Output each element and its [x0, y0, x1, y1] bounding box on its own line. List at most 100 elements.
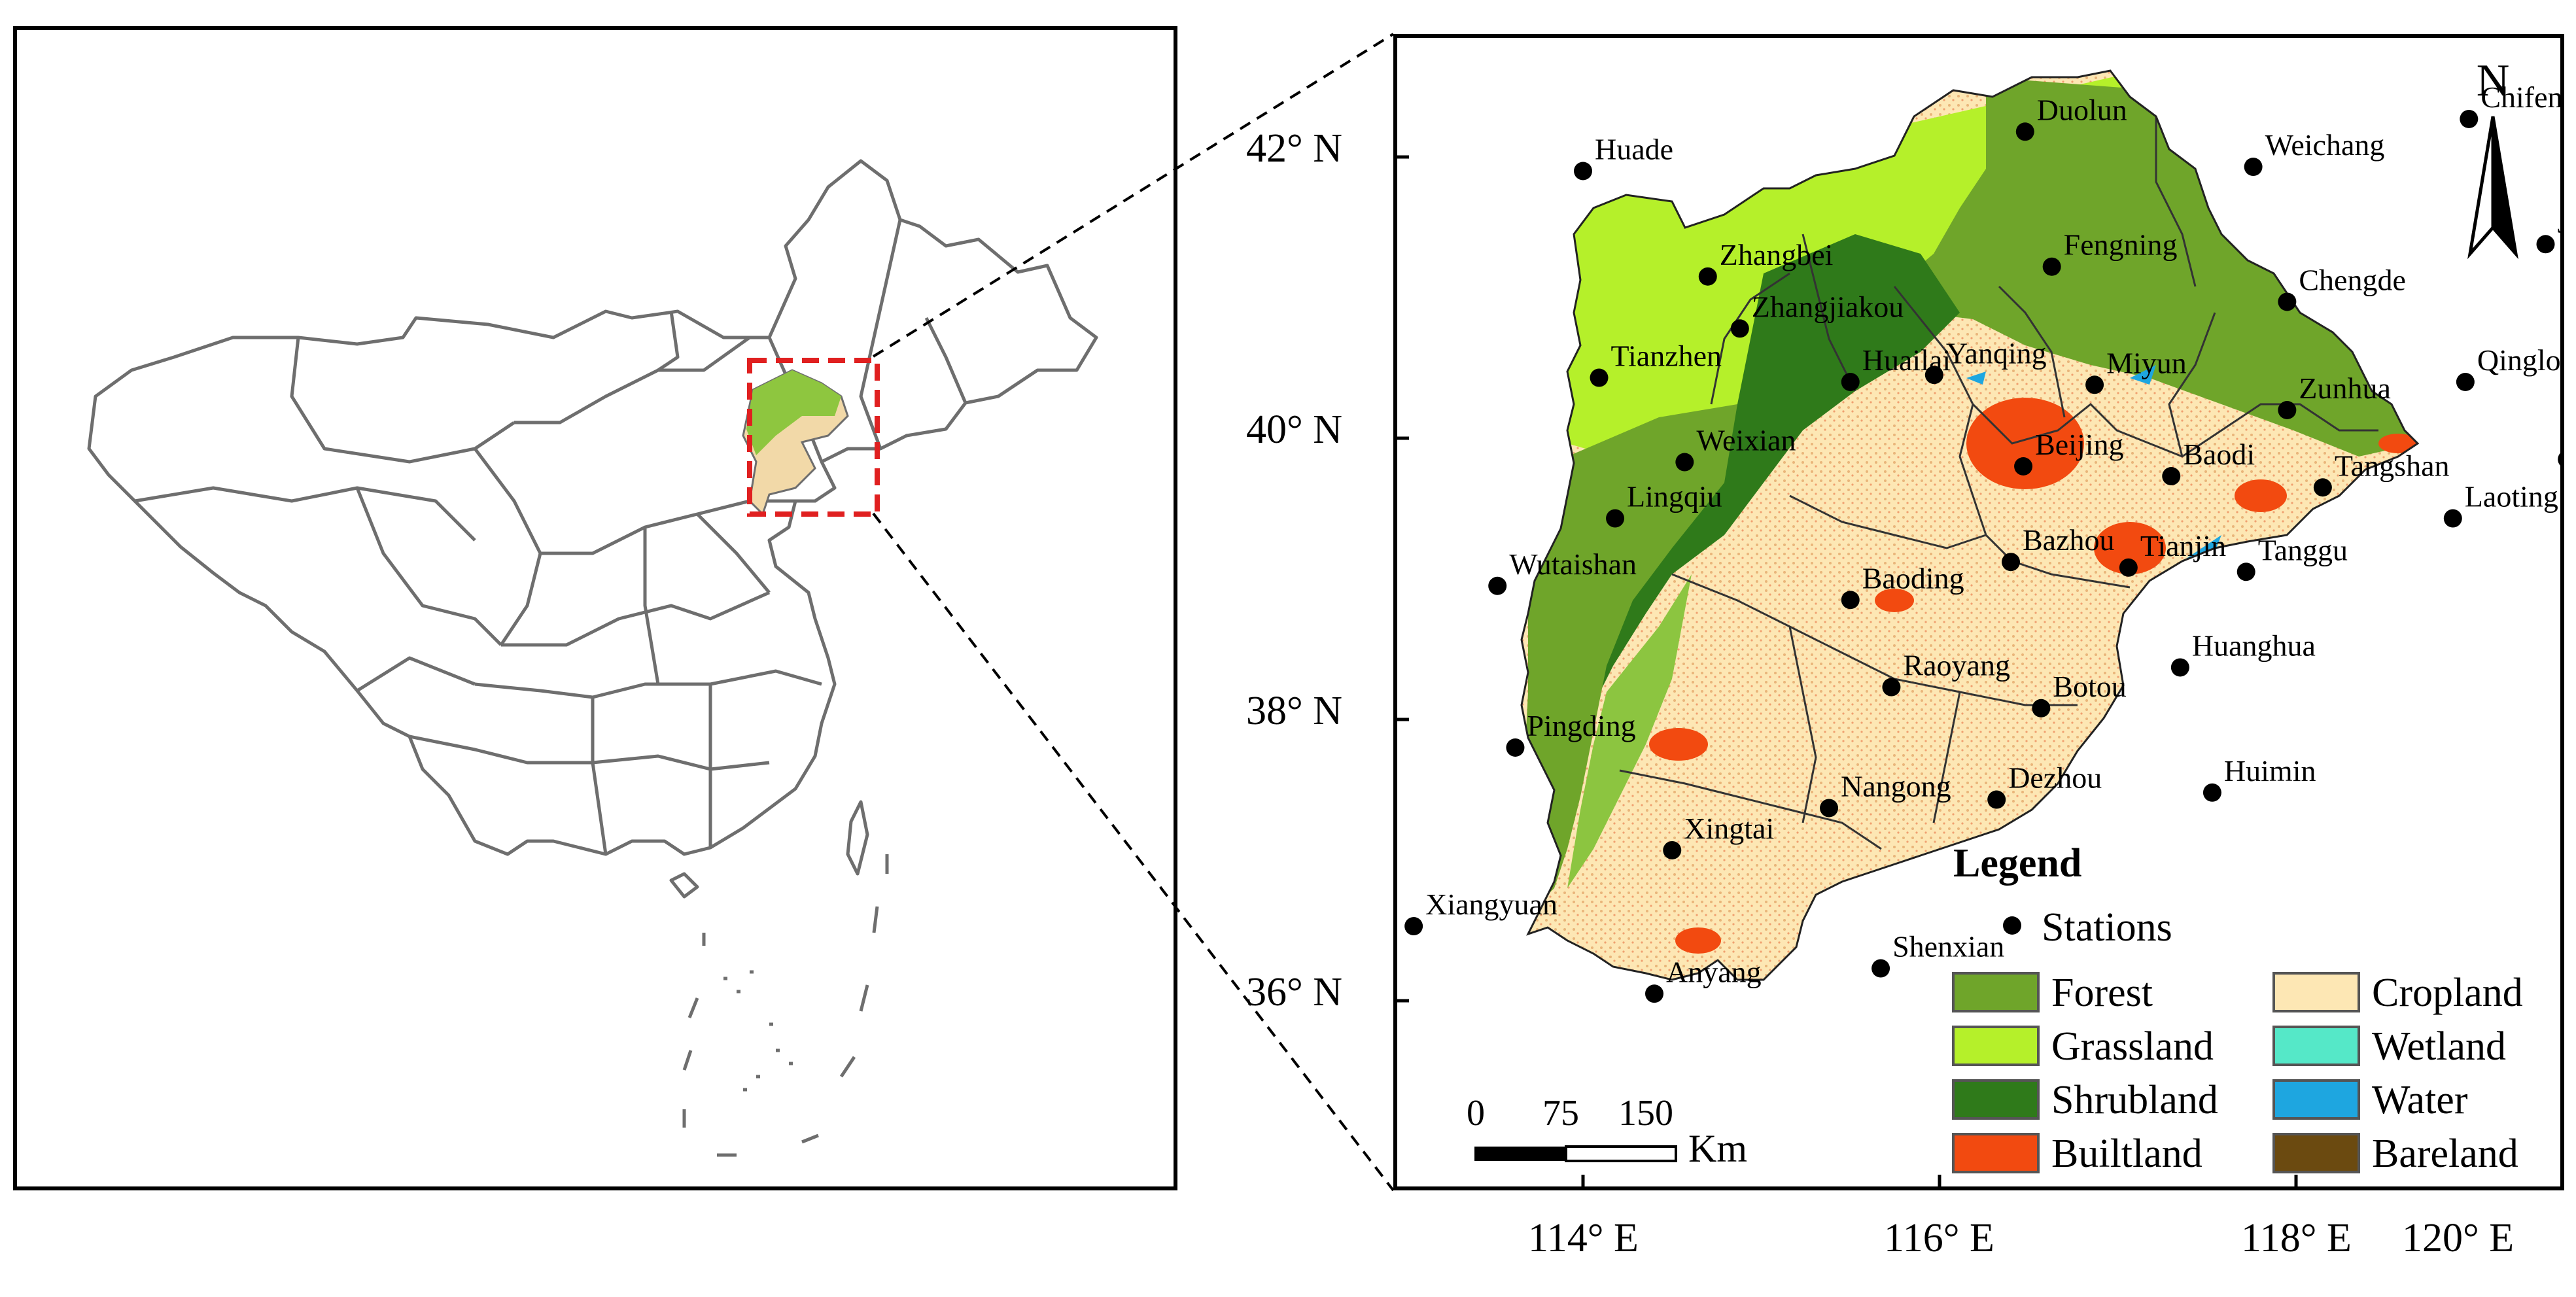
legend-stations-label: Stations: [2042, 905, 2172, 950]
station-label: Beijing: [2035, 428, 2123, 461]
admin-boundaries: [1619, 116, 2378, 850]
scale-label-150: 150: [1618, 1093, 1673, 1133]
station-label: Huade: [1595, 133, 1673, 166]
station-marker: [2536, 235, 2555, 254]
legend-swatch: [1952, 1079, 2040, 1120]
graticule: [1397, 155, 2298, 1186]
station-marker: [2443, 509, 2462, 528]
station-marker: [1698, 267, 1717, 286]
station-marker: [2237, 562, 2255, 581]
station-marker: [2244, 158, 2263, 177]
station-label: Yanqing: [1946, 336, 2047, 370]
station-marker: [1882, 678, 1901, 697]
station-label: Huanghua: [2192, 629, 2316, 662]
north-arrow: N: [2467, 56, 2518, 260]
legend-item-label: Cropland: [2372, 971, 2523, 1015]
station-label: Huimin: [2224, 754, 2316, 787]
overview-map-panel: [13, 26, 1177, 1190]
station-marker: [1404, 917, 1423, 936]
station-label: Zhangjiakou: [1752, 290, 1904, 323]
station-label: Shenxian: [1892, 930, 2004, 963]
station-label: Xingtai: [1684, 812, 1774, 845]
legend: Legend Stations Forest Cropland Grassland W…: [1952, 841, 2523, 1176]
lon-tick-label: 120° E: [2402, 1216, 2515, 1260]
station-marker: [2014, 457, 2033, 476]
station-label: Miyun: [2106, 346, 2187, 379]
station-marker: [2162, 467, 2181, 486]
station-label: Weichang: [2265, 128, 2385, 162]
station-label: Lingqiu: [1627, 480, 1722, 513]
legend-swatch: [2272, 1026, 2360, 1066]
station-label: Tanggu: [2258, 533, 2348, 566]
lat-tick-label: 42° N: [1246, 126, 1343, 171]
scale-label-75: 75: [1542, 1093, 1579, 1133]
station-label: Nangong: [1841, 769, 1951, 803]
legend-item-label: Builtland: [2051, 1132, 2202, 1176]
station-marker: [2456, 373, 2475, 391]
station-marker: [2313, 478, 2332, 497]
legend-item-label: Water: [2372, 1078, 2468, 1122]
builtland-beijing: [1966, 398, 2084, 489]
station-marker: [1871, 959, 1890, 978]
lon-tick-label: 114° E: [1528, 1216, 1639, 1260]
station-marker: [2170, 658, 2189, 677]
station-marker: [2558, 453, 2560, 466]
station-marker: [1841, 591, 1860, 610]
legend-swatch: [1952, 1026, 2040, 1066]
builtland-tianjin: [2094, 522, 2166, 574]
legend-station-symbol: [2003, 916, 2021, 935]
station-marker: [2042, 257, 2061, 276]
station-label: Duolun: [2037, 93, 2127, 126]
station-label: Laoting: [2465, 480, 2558, 513]
lon-tick-label: 118° E: [2241, 1216, 2352, 1260]
station-marker: [1488, 576, 1507, 595]
station-layer: Duolun Chifeng Huade Zhangbei Fengning Weicha…: [1404, 80, 2560, 1003]
lat-tick-label: 36° N: [1246, 970, 1343, 1014]
station-marker: [1987, 790, 2006, 809]
legend-swatch: [1952, 972, 2040, 1012]
station-marker: [1663, 840, 1682, 859]
station-marker: [2460, 109, 2479, 128]
station-label: Pingding: [1527, 709, 1635, 742]
station-label: Raoyang: [1903, 649, 2010, 682]
station-label: Qinglong: [2477, 343, 2560, 377]
station-marker: [2015, 122, 2034, 141]
station-label: Weixian: [1696, 424, 1796, 457]
legend-title: Legend: [1953, 841, 2081, 886]
lat-tick-label: 38° N: [1246, 689, 1343, 733]
highlight-box: [747, 358, 880, 517]
legend-item-label: Shrubland: [2051, 1078, 2218, 1122]
country-outline: [87, 159, 1098, 899]
station-label: Tianjin: [2140, 529, 2226, 562]
shrubland-area: [1567, 234, 1960, 718]
station-marker: [2202, 783, 2221, 802]
station-marker: [1730, 319, 1749, 338]
station-label: Jianping: [2558, 205, 2561, 239]
scale-bar: 0 75 150 Km: [1467, 1093, 1747, 1170]
station-label: Wutaishan: [1509, 547, 1637, 581]
station-marker: [2032, 699, 2051, 718]
scale-label-0: 0: [1467, 1093, 1485, 1133]
legend-swatch: [2272, 1079, 2360, 1120]
station-marker: [1841, 373, 1860, 391]
station-marker: [1645, 984, 1663, 1003]
lat-tick-label: 40° N: [1246, 407, 1343, 452]
station-marker: [2119, 558, 2138, 577]
station-label: Zhangbei: [1720, 238, 1834, 271]
scale-unit: Km: [1688, 1127, 1747, 1170]
station-marker: [1606, 509, 1625, 528]
lon-tick-label: 116° E: [1884, 1216, 1994, 1260]
legend-swatch: [2272, 972, 2360, 1012]
station-marker: [2085, 375, 2104, 394]
station-marker: [1574, 162, 1592, 181]
station-label: Dezhou: [2008, 761, 2102, 795]
north-label: N: [2477, 56, 2510, 106]
station-label: Fengning: [2064, 228, 2178, 262]
water-patch: [1966, 372, 1986, 385]
builtland-patch: [2378, 434, 2418, 453]
legend-item-label: Grassland: [2051, 1024, 2214, 1069]
station-label: Botou: [2053, 670, 2126, 703]
station-marker: [1820, 799, 1839, 818]
station-label: Chengde: [2299, 263, 2406, 296]
station-marker: [1924, 366, 1943, 385]
